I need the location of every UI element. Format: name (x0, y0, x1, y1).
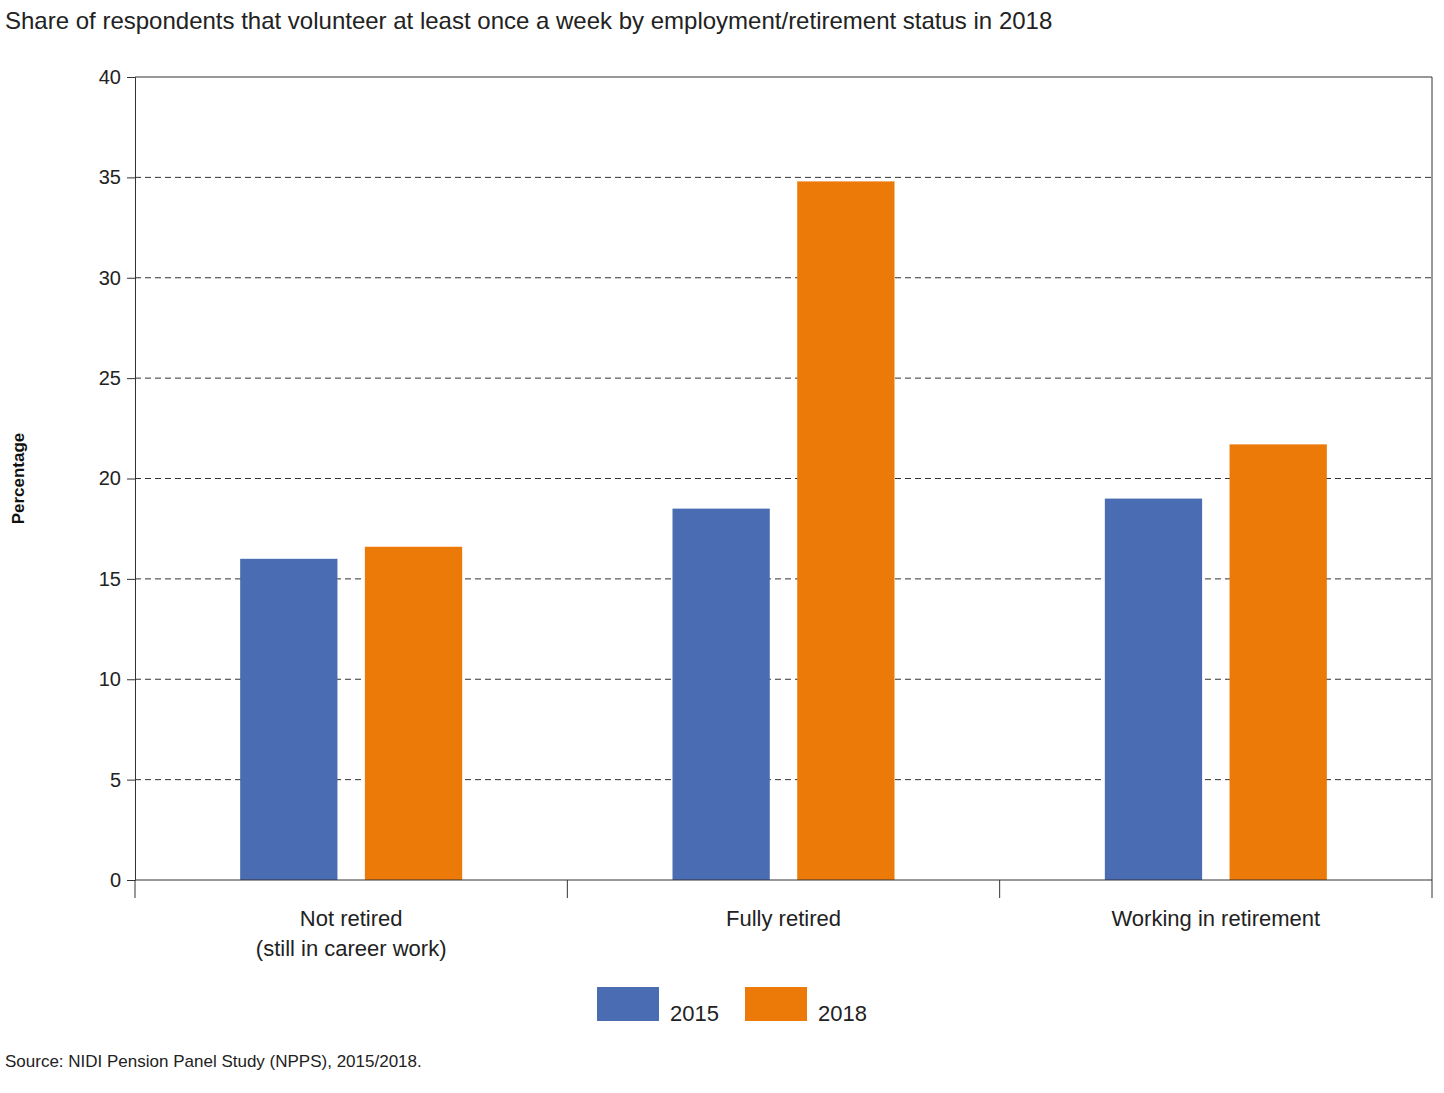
x-tick-label: Fully retired (726, 906, 841, 931)
plot: 0 5 10 15 20 25 30 35 40 Not retired(still in car… (99, 66, 1432, 961)
legend-label: 2018 (818, 1001, 867, 1026)
legend-swatch (597, 987, 659, 1021)
source: Source: NIDI Pension Panel Study (NPPS),… (5, 1052, 422, 1071)
y-tick-label: 5 (110, 769, 121, 791)
y-tick-mark (127, 679, 135, 680)
y-tick-label: 25 (99, 367, 121, 389)
legend-swatch (745, 987, 807, 1021)
y-tick-label: 15 (99, 568, 121, 590)
y-axis-title: Percentage (9, 433, 28, 525)
y-axis: 0 5 10 15 20 25 30 35 40 (99, 66, 136, 891)
frame (1432, 77, 1433, 880)
y-tick-label: 40 (99, 66, 121, 88)
bar (673, 509, 770, 880)
bar (365, 547, 462, 880)
y-tick: 30 (99, 267, 135, 289)
legend-label: 2015 (670, 1001, 719, 1026)
title: Share of respondents that volunteer at l… (5, 7, 1052, 34)
y-tick-label: 35 (99, 166, 121, 188)
bar (240, 559, 337, 880)
bar (1105, 499, 1202, 880)
bar (797, 181, 894, 880)
bar (1230, 444, 1327, 880)
y-tick-mark (127, 177, 135, 178)
x-axis-line (135, 880, 1432, 881)
y-tick: 35 (99, 166, 135, 188)
x-tick-label: Not retired(still in career work) (256, 906, 447, 961)
y-tick-mark (127, 479, 135, 480)
x-tick-label: Working in retirement (1111, 906, 1320, 931)
y-tick-label: 30 (99, 267, 121, 289)
category-separator (135, 880, 136, 898)
bars (240, 181, 1327, 880)
y-tick: 5 (110, 769, 135, 791)
legend: 2015 2018 (597, 987, 867, 1026)
y-tick-label: 0 (110, 869, 121, 891)
y-tick: 20 (99, 467, 135, 489)
y-tick: 0 (110, 869, 135, 891)
y-tick-mark (127, 880, 135, 881)
category-separator (999, 880, 1000, 898)
y-axis-line (127, 78, 136, 881)
category-separator (567, 880, 568, 898)
y-tick: 40 (99, 66, 135, 88)
y-tick-mark (127, 378, 135, 379)
frame (135, 77, 1432, 78)
y-tick-mark (127, 77, 135, 78)
grid-line (135, 177, 1432, 178)
grid-line (135, 277, 1432, 278)
chart: Share of respondents that volunteer at l… (0, 0, 1444, 1093)
category-separator (1432, 880, 1433, 898)
y-tick: 25 (99, 367, 135, 389)
grid-line (135, 378, 1432, 379)
x-axis: Not retired(still in career work) Fully r… (135, 880, 1432, 961)
y-tick-mark (127, 780, 135, 781)
y-tick-label: 20 (99, 467, 121, 489)
y-tick-mark (127, 278, 135, 279)
y-tick: 15 (99, 568, 135, 590)
y-tick: 10 (99, 668, 135, 690)
y-tick-label: 10 (99, 668, 121, 690)
y-tick-mark (127, 579, 135, 580)
